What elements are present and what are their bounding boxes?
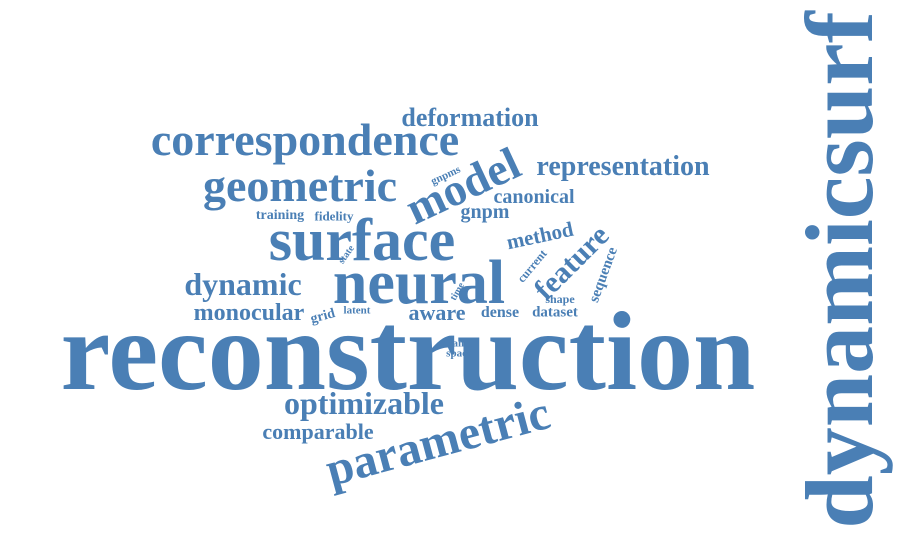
word-gnpm: gnpm	[460, 201, 510, 223]
word-aware: aware	[408, 300, 466, 325]
word-dense: dense	[480, 304, 520, 321]
word-geometric: geometric	[202, 160, 398, 211]
word-shape: shape	[545, 292, 575, 306]
word-surface: surface	[268, 207, 456, 273]
word-space: space	[446, 347, 472, 360]
word-reconstruction: reconstruction	[60, 290, 756, 414]
word-optimizable: optimizable	[284, 385, 444, 421]
word-training: training	[255, 208, 305, 223]
word-neural: neural	[332, 249, 506, 317]
word-deformation: deformation	[401, 103, 539, 132]
word-frame: frame	[443, 337, 473, 350]
word-latent: latent	[343, 304, 371, 317]
word-dynamic: dynamic	[184, 266, 302, 302]
word-comparable: comparable	[262, 419, 374, 444]
word-representation: representation	[536, 151, 710, 182]
word-canonical: canonical	[493, 186, 575, 208]
word-dataset: dataset	[532, 304, 578, 321]
word-monocular: monocular	[193, 300, 305, 326]
word-correspondence: correspondence	[150, 114, 460, 165]
word-fidelity: fidelity	[314, 208, 354, 224]
word-dynamicsurf: dynamicsurf	[786, 11, 893, 529]
